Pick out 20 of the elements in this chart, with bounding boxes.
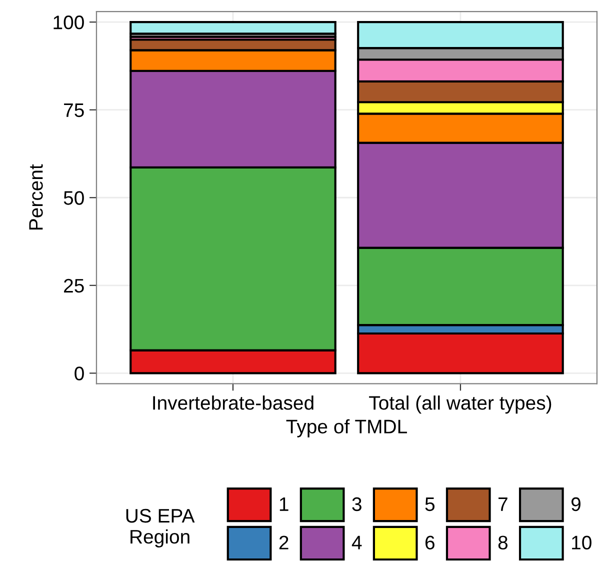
legend-label: 6 [425, 536, 434, 550]
x-tick-label: Total (all water types) [369, 396, 552, 414]
legend-label: 3 [352, 497, 362, 512]
legend-label: 9 [571, 497, 580, 512]
y-tick-label: 0 [74, 366, 84, 380]
legend-label: 2 [279, 536, 288, 550]
legend-label: 5 [425, 498, 435, 512]
legend-label: 7 [498, 498, 508, 511]
y-tick-label: 75 [64, 104, 84, 118]
y-tick-label: 50 [64, 191, 84, 205]
x-axis-title: Type of TMDL [286, 419, 407, 438]
y-tick-label: 100 [54, 16, 84, 30]
legend-label: 10 [572, 536, 592, 550]
y-axis-title: Percent [29, 164, 43, 230]
legend-label: 4 [352, 536, 362, 550]
legend-title: US EPA Region [126, 508, 195, 548]
legend-label: 1 [280, 498, 288, 511]
legend-label: 8 [498, 536, 508, 550]
x-tick-label: Invertebrate-based [153, 396, 314, 410]
y-tick-label: 25 [64, 278, 84, 293]
